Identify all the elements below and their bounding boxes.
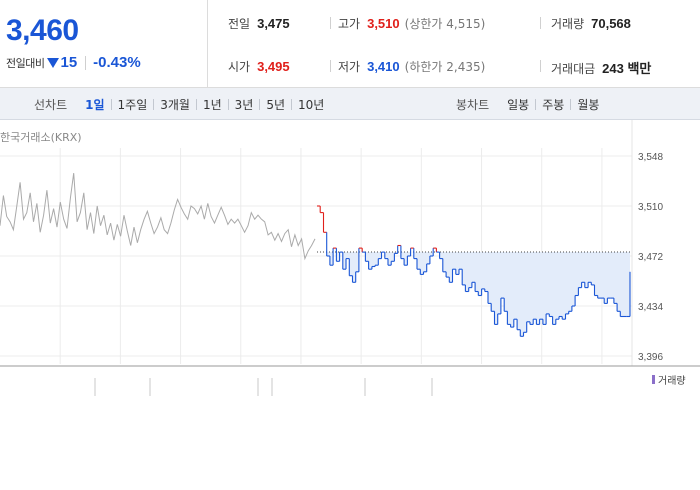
y-tick-label: 3,510 (638, 202, 663, 213)
volume-swatch (652, 375, 655, 384)
tab-divider (227, 98, 229, 110)
metric-divider (540, 17, 541, 29)
change-rate: -0.43% (93, 54, 141, 71)
tab-divider (110, 98, 112, 110)
metrics-panel: 전일 3,475 고가 3,510 (상한가 4,515) 거래량 70,568… (208, 0, 700, 88)
y-tick-label: 3,434 (638, 302, 663, 313)
current-price: 3,460 (6, 14, 79, 47)
high-value: 3,510 (367, 16, 400, 31)
quote-panel: 3,460 전일대비 15 -0.43% 전일 3,475 고가 3,510 (… (0, 0, 700, 88)
metric-high: 고가 3,510 (상한가 4,515) (338, 15, 485, 32)
tab-10y[interactable]: 10년 (298, 97, 325, 112)
change-divider (85, 55, 87, 70)
price-chart: 3,548 3,510 3,472 3,434 3,396 (0, 120, 700, 396)
metric-divider (540, 60, 541, 72)
tab-divider (153, 98, 155, 110)
high-label: 고가 (338, 17, 361, 31)
prev-close-label: 전일 (228, 17, 251, 31)
metric-amount: 거래대금 243 백만 (551, 58, 651, 77)
tab-monthly[interactable]: 월봉 (577, 97, 600, 112)
chart-period-tabbar: 선차트 1일 1주일 3개월 1년 3년 5년 10년 봉차트 일봉 주봉 월봉 (0, 88, 700, 120)
data-source-label: 한국거래소(KRX) (0, 131, 82, 144)
low-value: 3,410 (367, 59, 400, 74)
line-chart-tabs: 선차트 1일 1주일 3개월 1년 3년 5년 10년 (34, 88, 330, 120)
low-label: 저가 (338, 60, 361, 74)
tab-3m[interactable]: 3개월 (160, 97, 190, 112)
volume-legend: 거래량 (652, 372, 686, 387)
tab-divider (195, 98, 197, 110)
candle-chart-tabs: 봉차트 일봉 주봉 월봉 (456, 88, 605, 120)
tab-weekly[interactable]: 주봉 (542, 97, 565, 112)
open-value: 3,495 (257, 59, 290, 74)
tab-1y[interactable]: 1년 (202, 97, 222, 112)
down-triangle-icon (47, 57, 60, 68)
below-reference-fill (317, 252, 630, 337)
regular-session-series (317, 205, 631, 337)
line-chart-title: 선차트 (34, 97, 68, 112)
tab-divider (570, 98, 572, 110)
volume-legend-label: 거래량 (658, 376, 686, 387)
tab-1d[interactable]: 1일 (85, 97, 105, 112)
tab-divider (259, 98, 261, 110)
y-tick-label: 3,396 (638, 352, 663, 363)
volume-value: 70,568 (591, 16, 631, 31)
y-tick-label: 3,472 (638, 252, 663, 263)
y-axis-ticks: 3,548 3,510 3,472 3,434 3,396 (638, 152, 663, 363)
change-label: 전일대비 (6, 56, 45, 70)
price-box: 3,460 전일대비 15 -0.43% (0, 0, 208, 88)
lower-limit: (하한가 2,435) (404, 60, 486, 74)
metric-divider (330, 60, 331, 72)
metric-divider (330, 17, 331, 29)
volume-label: 거래량 (551, 17, 585, 31)
tab-5y[interactable]: 5년 (266, 97, 286, 112)
change-value: 15 (60, 54, 78, 71)
tab-3y[interactable]: 3년 (234, 97, 254, 112)
y-tick-label: 3,548 (638, 152, 663, 163)
tab-divider (291, 98, 293, 110)
change-row: 전일대비 15 -0.43% (6, 54, 141, 71)
upper-limit: (상한가 4,515) (404, 17, 486, 31)
open-label: 시가 (228, 60, 251, 74)
metric-volume: 거래량 70,568 (551, 15, 631, 32)
prev-close-value: 3,475 (257, 16, 290, 31)
metric-open: 시가 3,495 (228, 58, 290, 75)
tab-divider (535, 98, 537, 110)
candle-chart-title: 봉차트 (456, 97, 490, 112)
amount-label: 거래대금 (551, 62, 596, 76)
volume-area (94, 378, 433, 396)
tab-daily[interactable]: 일봉 (507, 97, 530, 112)
metric-low: 저가 3,410 (하한가 2,435) (338, 58, 485, 75)
metric-prev-close: 전일 3,475 (228, 15, 290, 32)
tab-1w[interactable]: 1주일 (117, 97, 148, 112)
amount-value: 243 백만 (602, 61, 652, 76)
chart-grid (0, 120, 633, 366)
pre-market-series (0, 173, 316, 261)
